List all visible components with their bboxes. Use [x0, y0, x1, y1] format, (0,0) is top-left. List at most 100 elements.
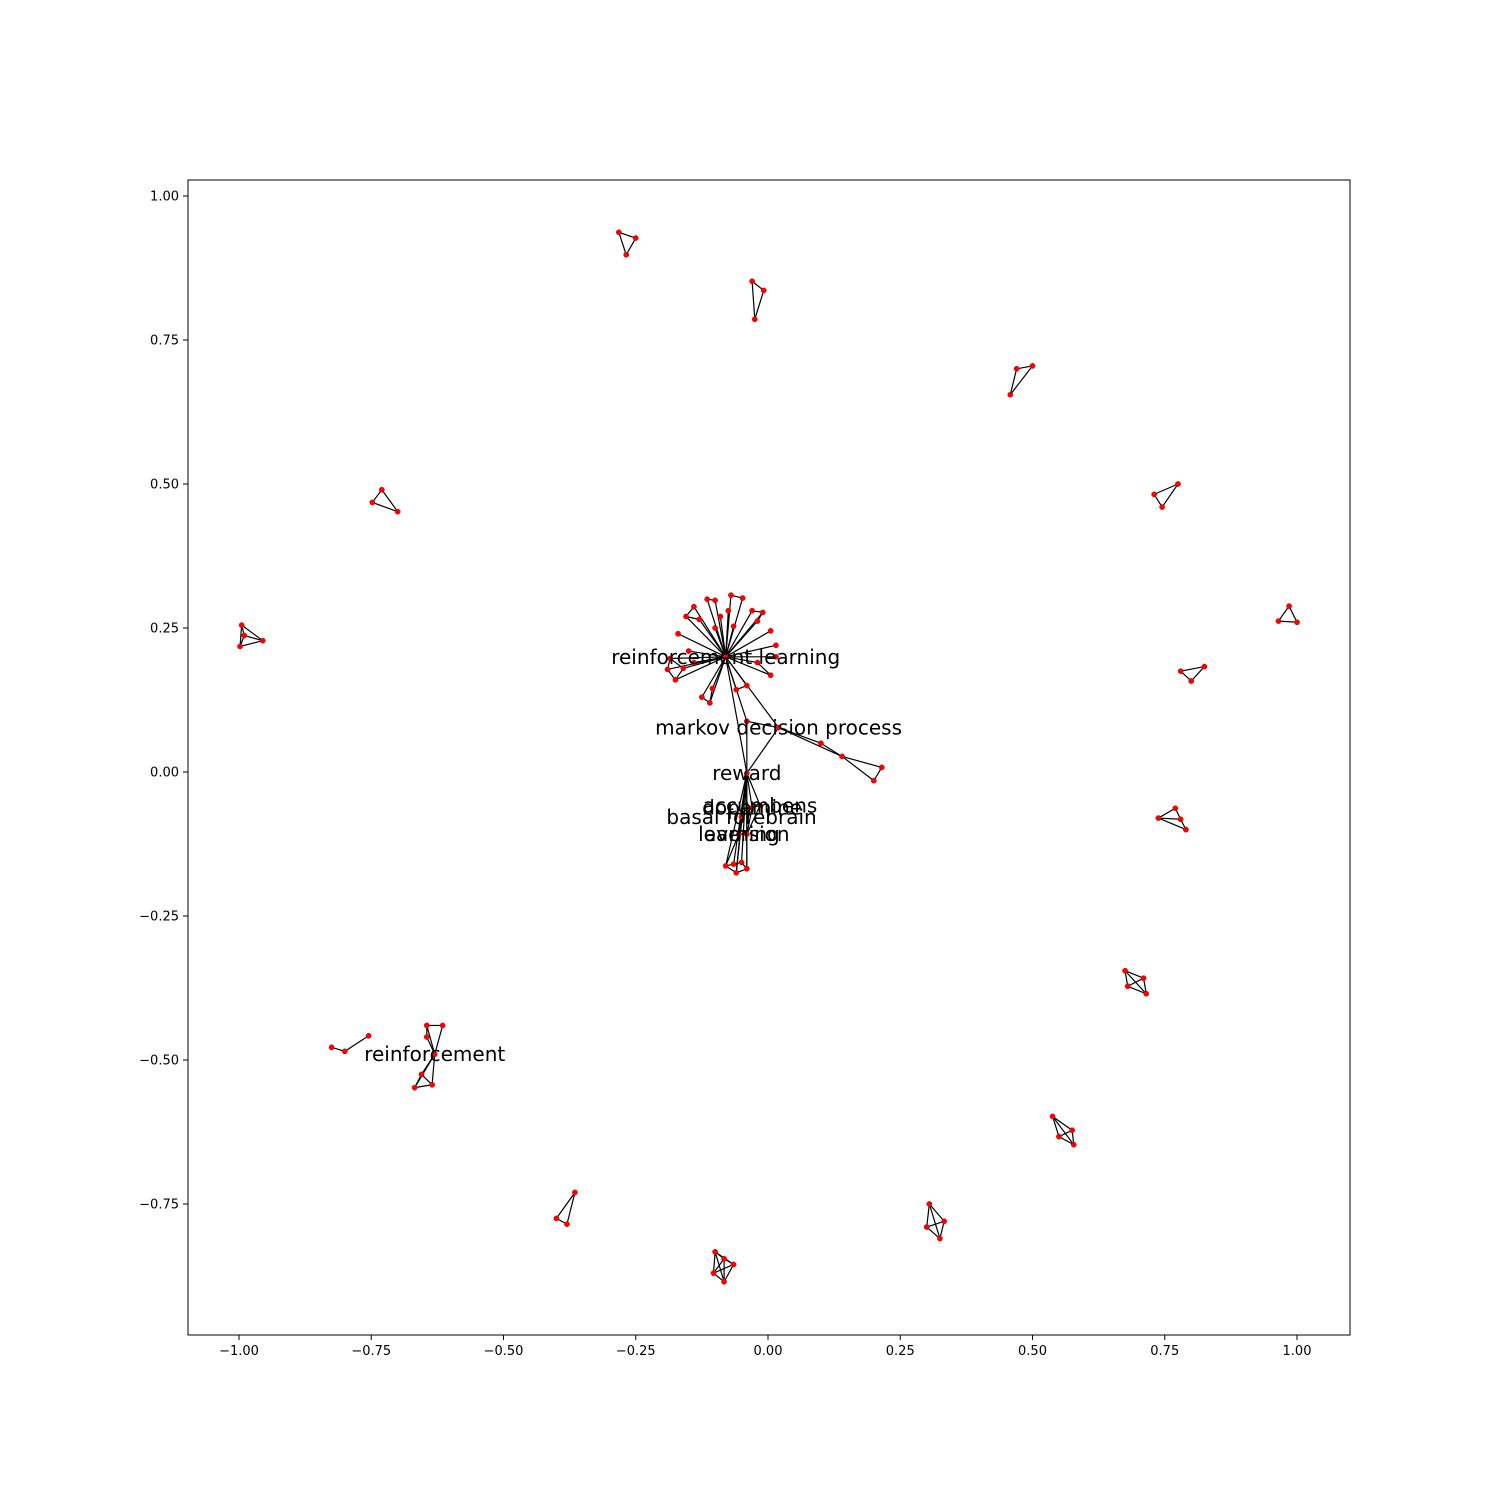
graph-edge — [618, 231, 636, 239]
graph-node — [870, 777, 877, 784]
graph-node — [743, 770, 750, 777]
graph-node — [937, 1235, 943, 1242]
graph-node — [759, 609, 766, 616]
graph-node — [685, 648, 692, 654]
graph-node — [553, 1215, 560, 1222]
graph-node — [736, 831, 742, 838]
graph-node — [1151, 491, 1158, 498]
graph-edge — [414, 1084, 433, 1089]
graph-edge — [677, 633, 726, 658]
graph-node — [730, 1261, 737, 1268]
graph-edge — [746, 773, 753, 808]
graph-edge — [751, 281, 756, 320]
graph-node — [429, 1081, 435, 1088]
y-tick-label: −0.75 — [139, 1198, 179, 1213]
graph-edge — [1124, 970, 1144, 979]
graph-edge — [1127, 977, 1144, 987]
graph-edge — [725, 833, 740, 867]
graph-edge — [723, 1264, 735, 1283]
graph-node — [683, 613, 689, 620]
graph-node — [710, 1270, 717, 1276]
y-tick-label: 0.00 — [150, 766, 179, 781]
graph-node — [675, 630, 681, 637]
graph-node — [743, 831, 750, 838]
graph-edge — [1288, 605, 1298, 623]
node-label: reinforcement — [364, 1042, 505, 1066]
graph-edge — [746, 772, 761, 806]
graph-edge — [566, 1192, 576, 1225]
node-label: dopamine — [702, 796, 802, 820]
graph-node — [1286, 603, 1292, 609]
graph-edge — [1158, 817, 1181, 820]
graph-node — [725, 607, 732, 614]
graph-node — [749, 804, 755, 811]
graph-node — [1177, 668, 1184, 675]
graph-edge — [1277, 605, 1290, 622]
graph-node — [712, 597, 718, 604]
graph-node — [328, 1044, 335, 1051]
graph-node — [730, 861, 737, 868]
graph-node — [418, 1071, 425, 1078]
y-axis: 1.00 0.75 0.50 0.25 0.00 −0.25 −0.50 −0.75 — [139, 190, 188, 1213]
graph-node — [1069, 1127, 1076, 1134]
graph-node — [730, 623, 737, 630]
graph-edge — [928, 1203, 941, 1239]
graph-edge — [746, 805, 761, 835]
graph-node — [733, 869, 740, 876]
graph-node — [664, 666, 671, 673]
graph-node — [738, 814, 745, 820]
graph-edge — [713, 1258, 725, 1274]
graph-node — [1294, 619, 1300, 626]
graph-edge — [725, 656, 748, 774]
graph-node — [1070, 1141, 1077, 1148]
graph-edge — [719, 616, 727, 657]
graph-node — [751, 316, 758, 323]
graph-edge — [434, 1025, 444, 1055]
graph-edge — [1161, 483, 1179, 508]
graph-edge — [693, 656, 726, 664]
graph-node — [237, 643, 243, 650]
graph-node — [749, 278, 755, 285]
graph-node — [749, 607, 755, 614]
graph-edge — [1127, 985, 1147, 995]
nodes-layer — [237, 229, 1300, 1285]
graph-edge — [381, 489, 399, 513]
graph-node — [743, 682, 750, 689]
graph-node — [1201, 663, 1208, 670]
x-tick-label: −0.50 — [484, 1344, 524, 1359]
graph-edge — [675, 656, 726, 681]
graph-node — [754, 618, 761, 624]
graph-node — [632, 235, 639, 241]
graph-edge — [746, 807, 753, 835]
graph-node — [767, 672, 774, 679]
graph-edge — [685, 616, 727, 658]
x-tick-label: −0.25 — [616, 1344, 656, 1359]
y-tick-label: 1.00 — [150, 190, 179, 205]
graph-node — [411, 1084, 418, 1091]
graph-edge — [926, 1226, 941, 1240]
graph-node — [1175, 481, 1181, 487]
graph-edge — [1052, 1115, 1073, 1131]
graph-edge — [698, 619, 727, 658]
graph-edge — [712, 1251, 716, 1274]
graph-node — [341, 1048, 348, 1055]
graph-node — [1007, 391, 1014, 398]
x-tick-label: 0.00 — [754, 1344, 783, 1359]
graph-node — [775, 724, 782, 731]
graph-edge — [372, 501, 398, 513]
x-tick-label: −0.75 — [351, 1344, 391, 1359]
graph-node — [1143, 990, 1150, 997]
graph-edge — [688, 650, 726, 658]
graph-node — [839, 753, 845, 760]
graph-node — [691, 659, 697, 666]
node-label: basal forebrain — [666, 805, 816, 829]
graph-node — [439, 1022, 446, 1029]
x-tick-label: 0.75 — [1150, 1344, 1179, 1359]
graph-node — [238, 622, 245, 628]
graph-edge — [735, 816, 743, 873]
x-tick-label: 1.00 — [1283, 1344, 1312, 1359]
graph-edge — [1158, 807, 1176, 819]
graph-node — [699, 694, 705, 700]
graph-edge — [239, 625, 243, 647]
graph-edge — [625, 237, 637, 256]
